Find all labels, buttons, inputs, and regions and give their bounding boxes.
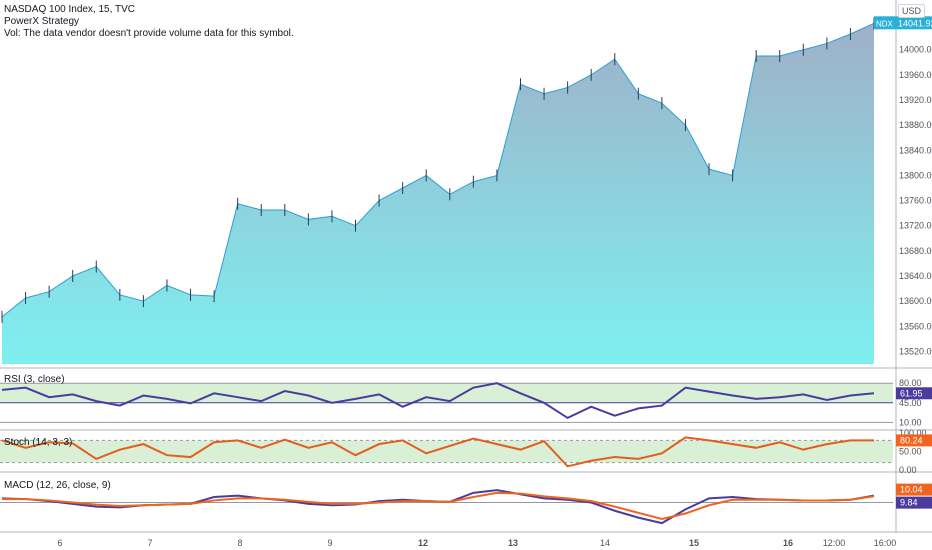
time-axis-label: 7	[147, 538, 152, 548]
macd-value: 10.04	[900, 485, 923, 495]
time-axis-label: 6	[57, 538, 62, 548]
macd-signal-tag	[896, 496, 932, 509]
price-line	[1, 22, 875, 318]
macd-pane-label[interactable]: MACD (12, 26, close, 9)	[4, 480, 111, 491]
symbol-title[interactable]: NASDAQ 100 Index, 15, TVC	[4, 4, 135, 15]
rsi-pane-label[interactable]: RSI (3, close)	[4, 374, 65, 385]
price-tick-label: 13720.00	[899, 221, 932, 231]
rsi-tick-label: 10.00	[899, 417, 922, 427]
stoch-tick-label: 100.00	[899, 428, 927, 438]
macd-value-tag	[896, 483, 932, 496]
time-axis-label: 14	[600, 538, 610, 548]
price-tick-label: 14000.00	[899, 45, 932, 55]
price-tick-label: 13760.00	[899, 196, 932, 206]
last-price-value: 14041.92	[898, 18, 932, 28]
ndx-ticker-tag	[874, 16, 896, 30]
stoch-pane-label[interactable]: Stoch (14, 3, 3)	[4, 437, 73, 448]
rsi-tick-label: 45.00	[899, 398, 922, 408]
stoch-tick-label: 0.00	[899, 465, 917, 475]
rsi-line	[1, 382, 875, 420]
macd-signal-value: 9.84	[900, 498, 918, 508]
time-axis-label: 8	[237, 538, 242, 548]
price-tick-label: 13520.00	[899, 346, 932, 356]
macd-signal-line	[2, 491, 875, 521]
ndx-ticker-label: NDX	[876, 19, 894, 28]
rsi-upper-band	[0, 383, 893, 403]
currency-label[interactable]: USD	[897, 4, 925, 18]
time-axis-label: 16	[783, 538, 793, 548]
time-axis-label: 12	[418, 538, 428, 548]
price-tick-label: 13680.00	[899, 246, 932, 256]
stoch-tick-label: 50.00	[899, 447, 922, 457]
time-axis-label: 9	[327, 538, 332, 548]
rsi-value-tag	[896, 387, 932, 400]
macd-line	[1, 489, 875, 525]
price-tick-label: 13840.00	[899, 145, 932, 155]
rsi-value: 61.95	[900, 388, 923, 398]
price-tick-label: 13920.00	[899, 95, 932, 105]
strategy-label[interactable]: PowerX Strategy	[4, 16, 80, 27]
stoch-value: 80.24	[900, 435, 923, 445]
last-price-tag	[896, 16, 932, 30]
price-tick-label: 13800.00	[899, 170, 932, 180]
rsi-tick-label: 80.00	[899, 378, 922, 388]
price-tick-label: 13960.00	[899, 70, 932, 80]
time-axis-label: 16:00	[874, 538, 897, 548]
price-tick-label: 13880.00	[899, 120, 932, 130]
time-axis-label: 13	[508, 538, 518, 548]
price-tick-label: 13640.00	[899, 271, 932, 281]
stoch-band	[0, 440, 893, 463]
stoch-value-tag	[896, 434, 932, 447]
price-tick-label: 13560.00	[899, 321, 932, 331]
time-axis-label: 15	[689, 538, 699, 548]
stoch-line	[1, 436, 874, 468]
rsi-lower-band	[0, 402, 893, 423]
price-tick-label: 13600.00	[899, 296, 932, 306]
time-axis-label: 12:00	[823, 538, 846, 548]
volume-note: Vol: The data vendor doesn't provide vol…	[4, 28, 294, 39]
legend-block: NASDAQ 100 Index, 15, TVC PowerX Strateg…	[4, 4, 294, 40]
price-area-fill	[2, 23, 874, 365]
